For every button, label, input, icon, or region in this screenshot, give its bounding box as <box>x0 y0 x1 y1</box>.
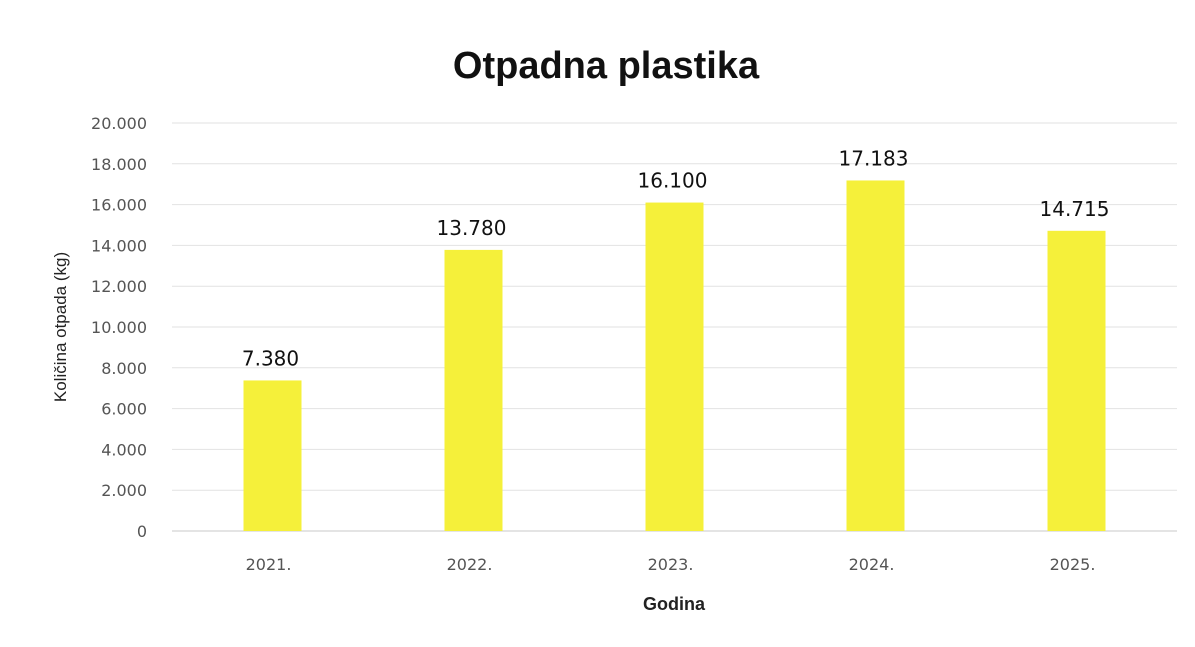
data-label: 16.100 <box>638 169 708 193</box>
y-tick-label: 20.000 <box>91 114 147 133</box>
y-tick-label: 8.000 <box>101 359 147 378</box>
y-tick-label: 4.000 <box>101 440 147 459</box>
x-axis-ticks: 2021. 2022. 2023. 2024. 2025. <box>246 555 1096 574</box>
data-label: 17.183 <box>839 146 909 170</box>
data-label: 13.780 <box>437 216 507 240</box>
y-tick-label: 2.000 <box>101 481 147 500</box>
data-label: 14.715 <box>1040 197 1110 221</box>
bar <box>444 249 503 531</box>
data-labels: 7.380 13.780 16.100 17.183 14.715 <box>242 146 1110 370</box>
x-axis-title: Godina <box>643 594 706 614</box>
x-tick-label: 2022. <box>447 555 493 574</box>
y-tick-label: 0 <box>137 522 147 541</box>
data-label: 7.380 <box>242 346 299 370</box>
x-tick-label: 2021. <box>246 555 292 574</box>
y-tick-label: 16.000 <box>91 196 147 215</box>
y-tick-label: 6.000 <box>101 400 147 419</box>
y-tick-label: 14.000 <box>91 236 147 255</box>
y-tick-label: 12.000 <box>91 277 147 296</box>
bar <box>846 180 905 531</box>
bars <box>243 180 1106 531</box>
y-axis-title: Količina otpada (kg) <box>51 252 70 402</box>
bar <box>243 380 302 531</box>
y-tick-label: 10.000 <box>91 318 147 337</box>
bar <box>645 202 704 531</box>
chart-title: Otpadna plastika <box>453 45 760 87</box>
x-tick-label: 2025. <box>1050 555 1096 574</box>
x-tick-label: 2023. <box>648 555 694 574</box>
bar <box>1047 230 1106 531</box>
y-axis-ticks: 0 2.000 4.000 6.000 8.000 10.000 12.000 14.000 1… <box>91 114 147 541</box>
x-tick-label: 2024. <box>849 555 895 574</box>
y-tick-label: 18.000 <box>91 155 147 174</box>
